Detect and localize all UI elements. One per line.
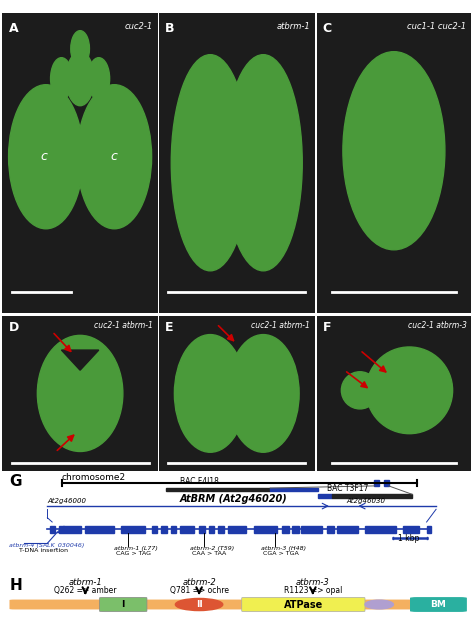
Ellipse shape [365,600,393,609]
FancyBboxPatch shape [410,597,467,612]
Text: At2g46030: At2g46030 [346,498,385,504]
Text: cuc2-1: cuc2-1 [125,21,153,30]
Circle shape [366,347,453,434]
Text: Q262 => amber: Q262 => amber [54,586,117,595]
Text: R1123 => opal: R1123 => opal [283,586,342,595]
Text: Q781 => ochre: Q781 => ochre [170,586,228,595]
Bar [332,494,412,497]
Bar [50,526,55,533]
Ellipse shape [37,336,123,451]
Bar [292,526,299,533]
Circle shape [343,52,445,250]
Text: atbrm-3: atbrm-3 [296,578,330,587]
Text: D: D [9,320,19,334]
Bar [374,480,379,486]
Text: atbrm-2 (T59): atbrm-2 (T59) [190,545,234,550]
Text: atbrm-1: atbrm-1 [276,21,310,30]
Text: CAG > TAG: CAG > TAG [116,551,151,556]
Text: BAC T3F17: BAC T3F17 [327,484,368,493]
Text: H: H [9,578,22,593]
Text: C: C [323,21,332,35]
Text: CGA > TGA: CGA > TGA [263,551,299,556]
Circle shape [66,52,94,106]
Text: I: I [121,600,125,609]
Text: cuc1-1 cuc2-1: cuc1-1 cuc2-1 [407,21,466,30]
Text: G: G [9,474,22,489]
Bar [152,526,157,533]
Text: A: A [9,21,18,35]
Ellipse shape [175,599,223,611]
Circle shape [9,85,83,229]
Bar [228,526,246,533]
Text: cuc2-1 atbrm-1: cuc2-1 atbrm-1 [251,320,310,330]
FancyBboxPatch shape [100,597,147,612]
Text: BAC F4I18: BAC F4I18 [180,477,219,487]
Text: F: F [323,320,331,334]
Bar [59,526,81,533]
Text: BM: BM [430,600,447,609]
Text: atbrm-1: atbrm-1 [68,578,102,587]
Text: E: E [165,320,173,334]
Text: At2g46000: At2g46000 [47,498,86,504]
Text: T-DNA insertion: T-DNA insertion [19,548,68,553]
Text: cuc2-1 atbrm-1: cuc2-1 atbrm-1 [94,320,153,330]
Text: AtBRM (At2g46020): AtBRM (At2g46020) [180,494,288,504]
Circle shape [77,85,152,229]
Circle shape [71,31,90,66]
Text: atbrm-3 (H48): atbrm-3 (H48) [261,545,306,550]
Polygon shape [62,350,99,370]
Bar [365,526,396,533]
Bar [180,526,194,533]
Text: chromosome2: chromosome2 [62,473,126,482]
Text: B: B [165,21,174,35]
Ellipse shape [228,334,299,453]
FancyBboxPatch shape [242,597,365,612]
Bar [166,488,270,491]
Bar [85,526,114,533]
Ellipse shape [224,55,302,270]
Text: cuc2-1 atbrm-3: cuc2-1 atbrm-3 [408,320,466,330]
Bar [282,526,289,533]
Bar [301,526,322,533]
Text: c: c [111,150,118,163]
Bar [318,494,332,497]
Bar [218,526,224,533]
Text: II: II [196,600,202,609]
Bar [327,526,334,533]
Bar [161,526,167,533]
Bar [384,480,389,486]
Circle shape [341,372,378,409]
Bar [270,488,318,491]
Text: 1 kbp: 1 kbp [398,534,419,543]
FancyBboxPatch shape [9,600,465,609]
Text: c: c [41,150,48,163]
Text: CAA > TAA: CAA > TAA [192,551,226,556]
Circle shape [51,58,73,100]
Text: atbrm-1 (L77): atbrm-1 (L77) [114,545,158,550]
Bar [171,526,176,533]
Circle shape [88,58,109,100]
Bar [337,526,358,533]
Text: ATPase: ATPase [284,600,323,609]
Ellipse shape [171,55,249,270]
Ellipse shape [174,334,246,453]
Text: atbrm-4 (SALK_030046): atbrm-4 (SALK_030046) [9,542,85,548]
Bar [427,526,431,533]
Bar [254,526,277,533]
Bar [403,526,419,533]
Text: atbrm-2: atbrm-2 [182,578,216,587]
Bar [121,526,145,533]
Bar [209,526,214,533]
Bar [199,526,205,533]
